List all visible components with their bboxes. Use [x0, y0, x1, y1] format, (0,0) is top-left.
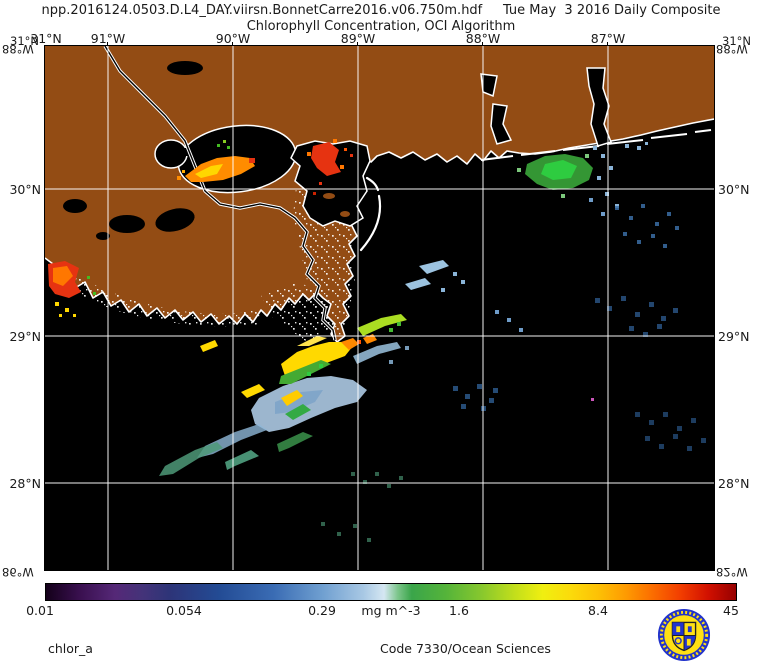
scatter-blue-east: [615, 204, 679, 248]
corner-lon-label-flipped: 82°W: [716, 565, 748, 579]
axis-label-31n: 31°N: [30, 31, 62, 46]
corner-label-bottom-right: 82°W: [716, 565, 748, 579]
bloom-pontchartrain-orange: [177, 140, 255, 182]
latlon-grid: [45, 46, 714, 570]
streak-lightblue-mid: [353, 342, 409, 364]
scatter-faint-blue-e: [595, 296, 678, 337]
corner-lat-label: 31°N: [10, 34, 39, 48]
title-gap: [482, 3, 503, 18]
subtitle: Chlorophyll Concentration, OCI Algorithm: [246, 19, 516, 34]
pascagoula-bay: [490, 103, 513, 145]
corner-lon-label-flipped: 88°W: [716, 42, 748, 56]
colorbar-tick-4: 8.4: [588, 603, 608, 618]
axis-label-88w: 88°W: [465, 31, 501, 46]
axis-label-90w: 90°W: [215, 31, 251, 46]
lat-label-left-28n: 28°N: [9, 476, 41, 491]
axis-tick: [607, 42, 608, 46]
lake-maurepas: [154, 139, 188, 169]
satellite-map: [44, 45, 715, 570]
inland-swamps: [63, 61, 203, 240]
colorbar-units-label: mg m^-3: [361, 603, 421, 618]
corner-label-top-left: 31°N 88°W: [2, 34, 48, 58]
org-code-label: Code 7330/Ocean Sciences: [380, 641, 551, 656]
chlorophyll-patches: [48, 139, 706, 542]
land-mass: [45, 46, 714, 342]
corner-lat-label: 31°N: [722, 34, 751, 48]
axis-tick: [232, 42, 233, 46]
lake-borgne: [290, 140, 371, 227]
corner-lon-label-flipped: 86°W: [2, 565, 34, 579]
scatter-faint-blue-se: [635, 412, 706, 451]
lat-label-right-29n: 29°N: [718, 329, 750, 344]
bloom-left-edge-red: [48, 261, 96, 317]
title-line: npp.2016124.0503.D.L4_DAY.viirsn.BonnetC…: [0, 3, 762, 18]
bloom-borgne-red: [307, 139, 353, 195]
scatter-green-south: [321, 472, 403, 542]
axis-label-89w: 89°W: [340, 31, 376, 46]
footer-org-info: Code 7330/Ocean Sciences Naval Research …: [380, 611, 551, 664]
lat-label-right-28n: 28°N: [718, 476, 750, 491]
pearl-river-waters: [480, 73, 498, 98]
footer-product-info: chlor_a BonnetCarre2016 (VIIRSN-npp) Ver…: [48, 611, 242, 664]
corner-label-bottom-left: 86°W: [2, 565, 34, 579]
marsh-islands: [323, 193, 350, 217]
colorbar-gradient: [45, 583, 737, 601]
axis-tick: [107, 42, 108, 46]
axis-label-87w: 87°W: [590, 31, 626, 46]
corner-lon-label-flipped: 88°W: [2, 42, 34, 56]
composite-date-label: Tue May 3 2016 Daily Composite: [502, 3, 721, 18]
magenta-speck: [591, 398, 594, 401]
colorbar-tick-0: 0.01: [26, 603, 54, 618]
delta-plume: [159, 336, 367, 476]
colorbar-tick-3: 1.6: [449, 603, 469, 618]
map-plot-area: [44, 45, 715, 571]
corner-label-top-right: 31°N 88°W: [716, 34, 762, 58]
axis-tick: [482, 42, 483, 46]
streaks-lightblue-ne: [405, 260, 523, 332]
colorbar-tick-1: 0.054: [166, 603, 202, 618]
colorbar-tick-5: 45: [723, 603, 739, 618]
product-variable-label: chlor_a: [48, 641, 93, 656]
filename-label: npp.2016124.0503.D.L4_DAY.viirsn.BonnetC…: [41, 3, 483, 18]
lat-label-left-30n: 30°N: [9, 182, 41, 197]
lat-label-left-29n: 29°N: [9, 329, 41, 344]
nrl-seal-logo: [657, 608, 711, 662]
axis-tick: [357, 42, 358, 46]
axis-label-91w: 91°W: [90, 31, 126, 46]
bloom-ms-bight-green: [517, 142, 648, 216]
mississippi-river: [103, 45, 337, 341]
lat-label-right-30n: 30°N: [718, 182, 750, 197]
colorbar-tick-2: 0.29: [308, 603, 336, 618]
mobile-bay: [586, 67, 612, 147]
